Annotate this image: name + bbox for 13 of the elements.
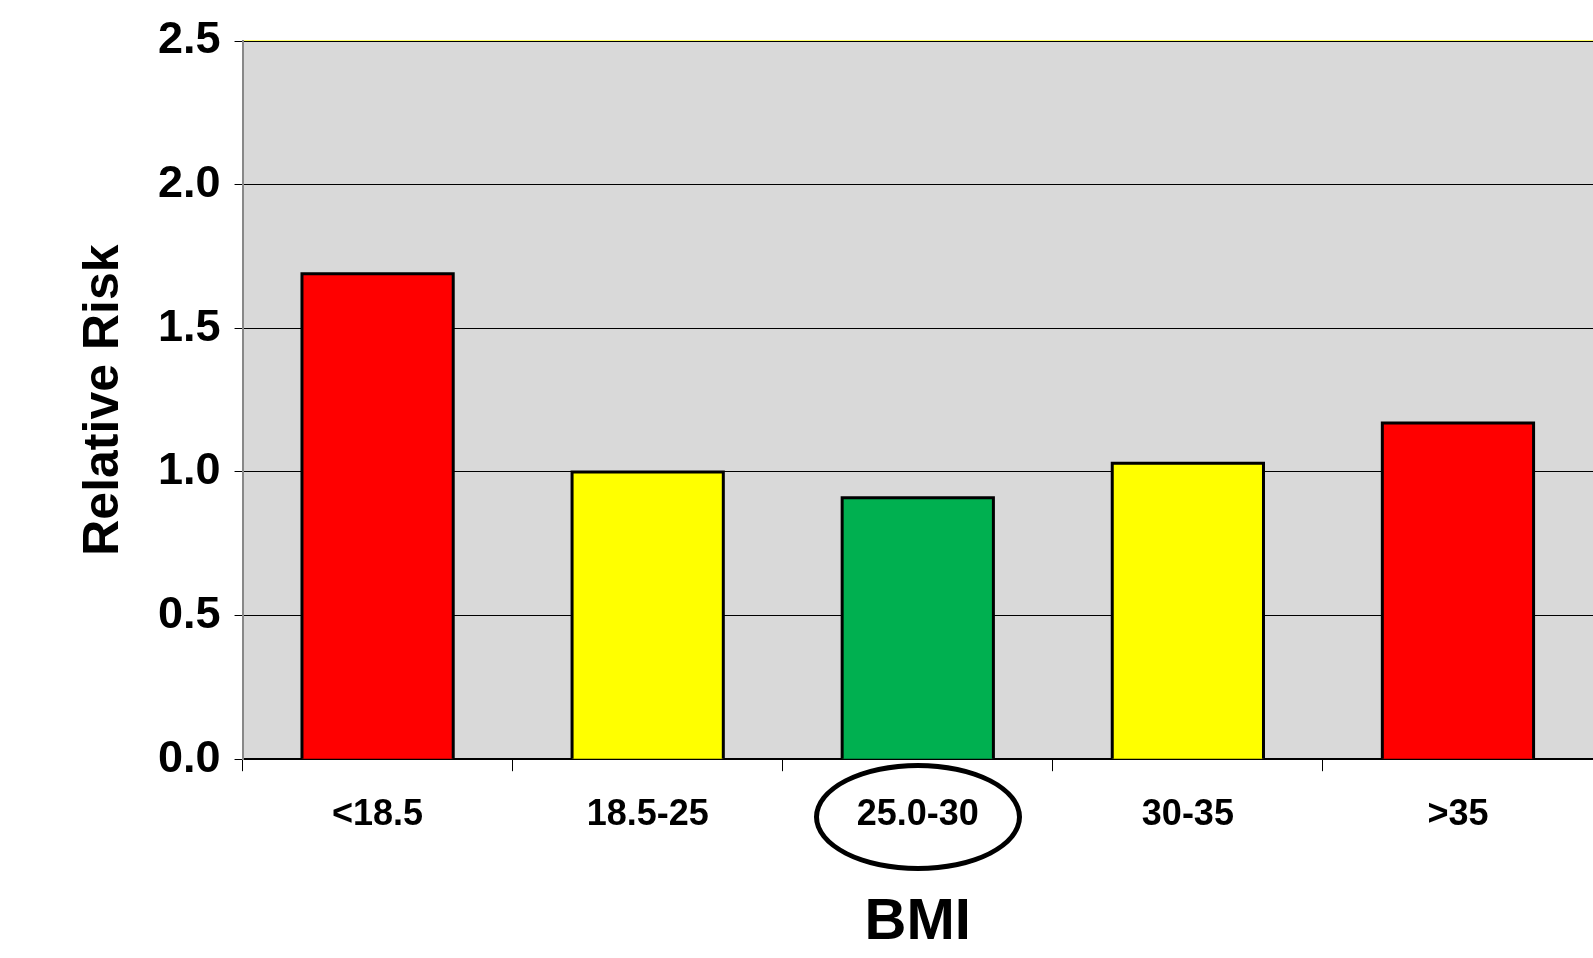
y-tick-label: 1.5: [157, 299, 221, 351]
y-tick-label: 2.5: [157, 12, 221, 64]
x-tick-label: >35: [1427, 791, 1489, 833]
y-axis-title: Relative Risk: [72, 244, 129, 556]
y-tick-label: 0.5: [157, 586, 221, 638]
x-tick-label: <18.5: [332, 791, 424, 833]
y-tick-label: 2.0: [157, 156, 221, 208]
y-tick-label: 1.0: [157, 443, 221, 495]
x-axis-title: BMI: [864, 886, 971, 952]
y-tick-label: 0.0: [157, 730, 221, 782]
x-tick-label: 30-35: [1141, 791, 1234, 833]
x-tick-label: 25.0-30: [856, 791, 979, 833]
x-tick-label: 18.5-25: [586, 791, 709, 833]
